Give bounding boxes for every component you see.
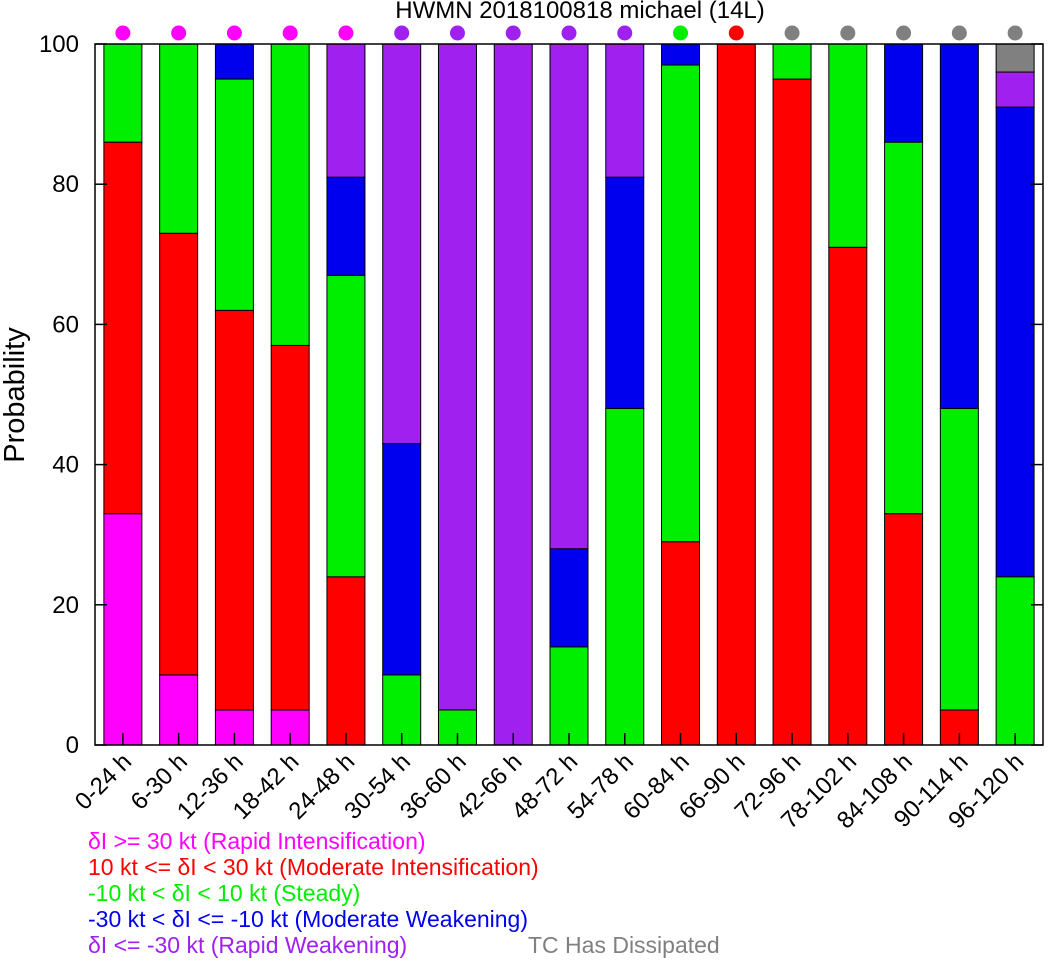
- dot-18-42-h: [282, 25, 298, 41]
- bar-36-60-h-series-4: [437, 43, 477, 711]
- bar-54-78-h-series-2: [605, 408, 645, 746]
- bar-84-108-h-series-3: [884, 43, 924, 143]
- legend-item-moderate-weakening: -30 kt < δI <= -10 kt (Moderate Weakenin…: [88, 906, 529, 932]
- bar-96-120-h-series-5: [995, 43, 1035, 73]
- bar-78-102-h-series-1: [828, 246, 868, 746]
- bar-24-48-h-series-4: [326, 43, 366, 178]
- dot-48-72-h: [561, 25, 577, 41]
- bar-90-114-h-series-2: [939, 408, 979, 711]
- dot-24-48-h: [338, 25, 354, 41]
- y-tick-label: 40: [52, 452, 79, 479]
- dot-78-102-h: [840, 25, 856, 41]
- bar-54-78-h-series-4: [605, 43, 645, 178]
- bar-18-42-h-series-2: [270, 43, 310, 346]
- dot-30-54-h: [394, 25, 410, 41]
- bar-0-24-h-series-2: [103, 43, 143, 143]
- bar-60-84-h-series-3: [661, 43, 701, 66]
- bar-42-66-h-series-4: [493, 43, 533, 746]
- bar-72-96-h-series-1: [772, 78, 812, 746]
- bar-12-36-h-series-3: [214, 43, 254, 80]
- bar-72-96-h-series-2: [772, 43, 812, 80]
- bar-60-84-h-series-1: [661, 541, 701, 746]
- bar-54-78-h-series-3: [605, 176, 645, 410]
- dot-66-90-h: [728, 25, 744, 41]
- bar-12-36-h-series-1: [214, 309, 254, 711]
- bar-18-42-h-series-1: [270, 344, 310, 711]
- bar-30-54-h-series-4: [382, 43, 422, 445]
- dot-42-66-h: [505, 25, 521, 41]
- bar-30-54-h-series-3: [382, 443, 422, 676]
- dot-90-114-h: [951, 25, 967, 41]
- bar-0-24-h-series-1: [103, 141, 143, 515]
- dot-0-24-h: [115, 25, 131, 41]
- bar-96-120-h-series-3: [995, 106, 1035, 578]
- bar-6-30-h-series-2: [159, 43, 199, 234]
- category-dots: [115, 25, 1023, 41]
- bar-6-30-h-series-1: [159, 232, 199, 676]
- dot-54-78-h: [617, 25, 633, 41]
- bar-96-120-h-series-2: [995, 576, 1035, 746]
- legend-item-rapid-intensification: δI >= 30 kt (Rapid Intensification): [88, 828, 426, 854]
- chart-title: HWMN 2018100818 michael (14L): [395, 0, 765, 24]
- y-tick-label: 20: [52, 592, 79, 619]
- bar-60-84-h-series-2: [661, 64, 701, 543]
- bar-96-120-h-series-4: [995, 71, 1035, 108]
- bar-48-72-h-series-4: [549, 43, 589, 550]
- bar-24-48-h-series-3: [326, 176, 366, 276]
- bar-48-72-h-series-2: [549, 646, 589, 746]
- legend-item-steady: -10 kt < δI < 10 kt (Steady): [88, 880, 361, 906]
- y-tick-label: 60: [52, 311, 79, 338]
- y-tick-label: 100: [39, 31, 79, 58]
- dot-12-36-h: [226, 25, 242, 41]
- bar-78-102-h-series-2: [828, 43, 868, 248]
- legend-item-moderate-intensification: 10 kt <= δI < 30 kt (Moderate Intensific…: [88, 854, 539, 880]
- dot-36-60-h: [449, 25, 465, 41]
- dot-96-120-h: [1007, 25, 1023, 41]
- y-tick-label: 0: [66, 732, 79, 759]
- bar-84-108-h-series-2: [884, 141, 924, 515]
- y-tick-label: 80: [52, 171, 79, 198]
- dot-72-96-h: [784, 25, 800, 41]
- bar-66-90-h-series-1: [716, 43, 756, 746]
- bar-90-114-h-series-3: [939, 43, 979, 410]
- bar-24-48-h-series-1: [326, 576, 366, 746]
- bar-0-24-h-series-0: [103, 513, 143, 746]
- y-axis-label: Probability: [0, 327, 31, 463]
- legend-item-dissipated: TC Has Dissipated: [528, 932, 720, 958]
- bar-24-48-h-series-2: [326, 274, 366, 578]
- legend-item-rapid-weakening: δI <= -30 kt (Rapid Weakening): [88, 932, 408, 958]
- bar-48-72-h-series-3: [549, 548, 589, 648]
- x-tick-label: 0-24 h: [70, 748, 137, 815]
- dot-6-30-h: [171, 25, 187, 41]
- bar-12-36-h-series-2: [214, 78, 254, 311]
- bars: [103, 43, 1035, 746]
- bar-84-108-h-series-1: [884, 513, 924, 746]
- dot-60-84-h: [673, 25, 689, 41]
- legend: δI >= 30 kt (Rapid Intensification) 10 k…: [88, 828, 539, 958]
- dot-84-108-h: [896, 25, 912, 41]
